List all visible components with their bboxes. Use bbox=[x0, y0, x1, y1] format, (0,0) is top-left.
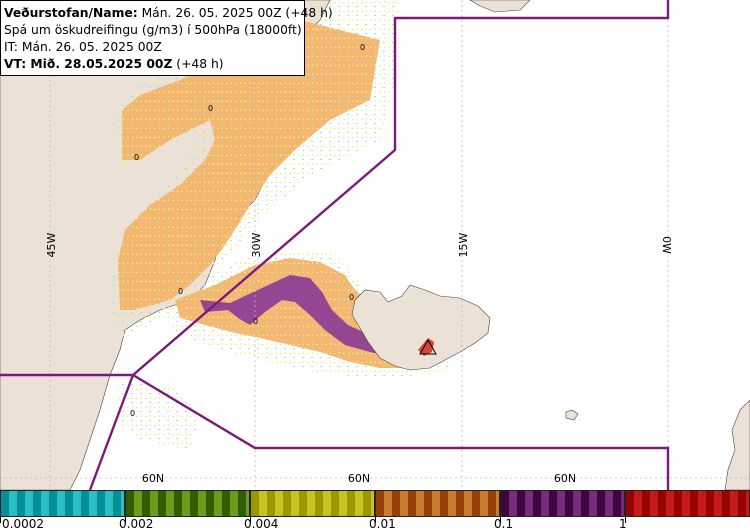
contour-label: 0 bbox=[178, 287, 183, 296]
legend-swatch bbox=[0, 490, 125, 517]
legend-tick bbox=[125, 517, 126, 523]
header-source: Veðurstofan/Name: bbox=[4, 6, 138, 20]
legend-swatch bbox=[625, 490, 750, 517]
lat-label-60n-2: 60N bbox=[348, 472, 370, 485]
legend-label: 0.004 bbox=[244, 517, 279, 531]
header-lead: (+48 h) bbox=[172, 57, 224, 71]
greenland-north-land bbox=[469, 0, 531, 13]
legend-label: 0.0002 bbox=[2, 517, 44, 531]
contour-label: 0 bbox=[134, 153, 139, 162]
contour-label: 0 bbox=[208, 104, 213, 113]
contour-label: 0 bbox=[253, 317, 258, 326]
header-valid-time: VT: Mið. 28.05.2025 00Z bbox=[4, 57, 173, 71]
lon-label-45w: 45W bbox=[45, 232, 58, 257]
lon-label-15w: 15W bbox=[457, 232, 470, 257]
lon-label-30w: 30W bbox=[250, 232, 263, 257]
legend-tick bbox=[250, 517, 251, 523]
legend-swatch bbox=[125, 490, 250, 517]
norway-land bbox=[724, 399, 750, 490]
legend-tick bbox=[500, 517, 501, 523]
graticule bbox=[0, 0, 750, 490]
legend-tick bbox=[0, 517, 1, 523]
lat-label-60n-1: 60N bbox=[142, 472, 164, 485]
legend-swatch bbox=[375, 490, 500, 517]
fir-boundary bbox=[0, 0, 670, 490]
lat-label-60n-3: 60N bbox=[554, 472, 576, 485]
contour-label: 0 bbox=[130, 409, 135, 418]
lon-label-0w: 0W bbox=[660, 236, 673, 254]
legend-label: 0.01 bbox=[369, 517, 396, 531]
legend-tick bbox=[625, 517, 626, 523]
header-line-3: IT: Mán. 26. 05. 2025 00Z bbox=[4, 40, 162, 54]
contour-label: 0 bbox=[360, 43, 365, 52]
legend-label: 1 bbox=[619, 517, 627, 531]
header-line-2: Spá um öskudreifingu (g/m3) í 500hPa (18… bbox=[4, 23, 302, 37]
ash-patch-south bbox=[115, 380, 200, 450]
legend-label: 0.1 bbox=[494, 517, 514, 531]
header-line-4: VT: Mið. 28.05.2025 00Z (+48 h) bbox=[4, 56, 304, 73]
legend-tick bbox=[375, 517, 376, 523]
legend-swatch bbox=[250, 490, 375, 517]
color-legend: 0.0002 0.002 0.004 0.01 0.1 1 bbox=[0, 490, 750, 532]
forecast-info-box: Veðurstofan/Name: Mán. 26. 05. 2025 00Z … bbox=[0, 0, 333, 76]
header-run: Mán. 26. 05. 2025 00Z (+48 h) bbox=[137, 6, 333, 20]
iceland-land bbox=[351, 284, 491, 371]
header-line-1: Veðurstofan/Name: Mán. 26. 05. 2025 00Z … bbox=[4, 5, 333, 22]
ash-dispersion-map: 45W 30W 15W 0W 60N 60N 60N 0 0 0 0 0 0 0 bbox=[0, 0, 750, 490]
volcano-marker bbox=[419, 338, 437, 355]
faroe-islands bbox=[565, 409, 579, 421]
contour-label: 0 bbox=[349, 293, 354, 302]
legend-label: 0.002 bbox=[119, 517, 154, 531]
legend-swatch bbox=[500, 490, 625, 517]
